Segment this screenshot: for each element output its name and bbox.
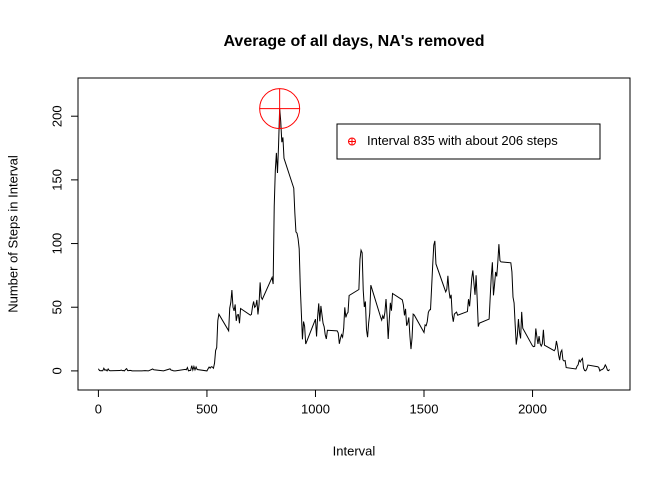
x-tick-label: 0	[95, 401, 102, 416]
data-line	[97, 108, 610, 372]
legend-box	[336, 123, 601, 160]
y-tick-label: 100	[49, 233, 64, 255]
x-tick-label: 2000	[518, 401, 547, 416]
x-tick-label: 1000	[301, 401, 330, 416]
x-tick-label: 500	[196, 401, 218, 416]
legend-label: Interval 835 with about 206 steps	[367, 133, 558, 148]
chart-title: Average of all days, NA's removed	[223, 33, 484, 50]
y-tick-label: 200	[49, 105, 64, 127]
x-axis-label: Interval	[333, 443, 376, 458]
y-tick-label: 0	[49, 367, 64, 374]
y-tick-label: 150	[49, 169, 64, 191]
x-tick-label: 1500	[410, 401, 439, 416]
y-axis-label: Number of Steps in Interval	[5, 155, 20, 313]
y-tick-label: 50	[49, 300, 64, 314]
